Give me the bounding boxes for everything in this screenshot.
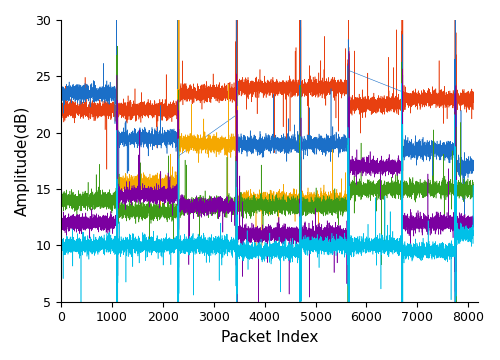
X-axis label: Packet Index: Packet Index [221, 330, 318, 345]
Y-axis label: Amplitude(dB): Amplitude(dB) [15, 106, 30, 216]
